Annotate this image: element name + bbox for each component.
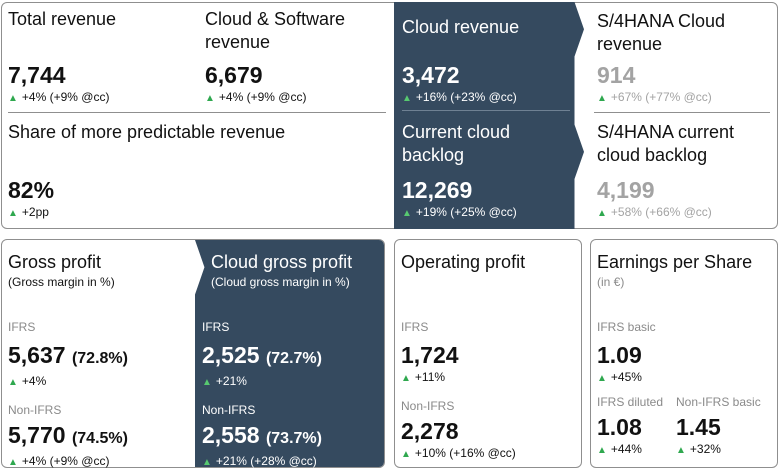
total-revenue-change: +4% (+9% @cc)	[21, 90, 110, 104]
total-revenue-value: 7,744	[8, 62, 66, 88]
up-arrow-icon: ▲	[8, 457, 18, 468]
cloud-software-value: 6,679	[205, 62, 263, 88]
eps-nonifrs: Non-IFRS basic 1.45 ▲ +32%	[676, 395, 776, 459]
cloud-revenue-highlight	[394, 2, 584, 229]
cloud-software-revenue: Cloud & Software revenue 6,679 ▲ +4% (+9%…	[205, 8, 385, 107]
operating-profit: Operating profit IFRS 1,724 ▲ +11% Non-IF…	[401, 251, 577, 463]
s4-backlog-value: 4,199	[597, 177, 655, 203]
cloud-backlog-change: +19% (+25% @cc)	[415, 205, 517, 219]
cloud-revenue-value: 3,472	[402, 62, 460, 88]
eps-basic-value: 1.09	[597, 342, 642, 368]
cloud-gross-ifrs-label: IFRS	[202, 320, 230, 334]
up-arrow-icon: ▲	[202, 377, 212, 388]
up-arrow-icon: ▲	[205, 93, 215, 104]
eps-nonifrs-value: 1.45	[676, 414, 721, 440]
gross-profit-nonifrs-label: Non-IFRS	[8, 403, 62, 417]
cloud-gross-nonifrs-pct: (73.7%)	[265, 430, 322, 447]
gross-profit-nonifrs-pct: (74.5%)	[71, 430, 128, 447]
cloud-software-title: Cloud & Software revenue	[205, 9, 346, 52]
gross-profit-ifrs-value: 5,637	[8, 342, 66, 368]
operating-nonifrs-label: Non-IFRS	[401, 399, 455, 413]
eps-subtitle: (in €)	[597, 275, 625, 289]
cloud-gross-profit-title: Cloud gross profit	[211, 252, 353, 272]
predictable-revenue: Share of more predictable revenue 82% ▲ +…	[8, 121, 388, 222]
up-arrow-icon: ▲	[8, 208, 18, 219]
cloud-gross-ifrs-change: +21%	[215, 374, 247, 388]
revenue-panel	[1, 2, 778, 229]
cloud-revenue: Cloud revenue 3,472 ▲ +16% (+23% @cc)	[402, 16, 572, 107]
cloud-backlog-value: 12,269	[402, 177, 473, 203]
gross-profit-title: Gross profit	[8, 252, 102, 272]
cloud-backlog-title: Current cloud backlog	[402, 122, 511, 165]
cloud-gross-nonifrs-change: +21% (+28% @cc)	[215, 454, 317, 468]
gross-profit-nonifrs-value: 5,770	[8, 422, 66, 448]
divider	[8, 112, 386, 113]
predictable-value: 82%	[8, 177, 55, 203]
operating-ifrs-change: +11%	[414, 370, 446, 384]
s4-cloud-revenue-change: +67% (+77% @cc)	[610, 90, 712, 104]
gross-profit-ifrs-change: +4%	[21, 374, 47, 388]
up-arrow-icon: ▲	[402, 208, 412, 219]
eps-nonifrs-change: +32%	[689, 442, 721, 456]
gross-profit-nonifrs-change: +4% (+9% @cc)	[21, 454, 110, 468]
up-arrow-icon: ▲	[401, 449, 411, 460]
gross-profit: Gross profit (Gross margin in %) IFRS 5,…	[8, 251, 188, 471]
up-arrow-icon: ▲	[401, 373, 411, 384]
cloud-gross-profit-values: IFRS 2,525 (72.7%) ▲ +21% Non-IFRS 2,558 …	[202, 320, 380, 471]
cloud-gross-nonifrs-label: Non-IFRS	[202, 403, 256, 417]
eps-panel	[590, 239, 778, 468]
operating-nonifrs-change: +10% (+16% @cc)	[414, 446, 516, 460]
total-revenue-title: Total revenue	[8, 9, 117, 29]
divider	[594, 112, 770, 113]
up-arrow-icon: ▲	[8, 93, 18, 104]
cloud-gross-ifrs-value: 2,525	[202, 342, 260, 368]
earnings-per-share: Earnings per Share (in €) IFRS basic 1.0…	[597, 251, 773, 387]
eps-nonifrs-label: Non-IFRS basic	[676, 395, 761, 409]
cloud-gross-profit-subtitle: (Cloud gross margin in %)	[211, 275, 350, 289]
eps-diluted: IFRS diluted 1.08 ▲ +44%	[597, 395, 677, 459]
cloud-gross-ifrs-pct: (72.7%)	[265, 350, 322, 367]
operating-ifrs-label: IFRS	[401, 320, 429, 334]
eps-title: Earnings per Share	[597, 252, 753, 272]
cloud-revenue-change: +16% (+23% @cc)	[415, 90, 517, 104]
cloud-revenue-title: Cloud revenue	[402, 17, 520, 37]
up-arrow-icon: ▲	[202, 457, 212, 468]
predictable-change: +2pp	[21, 205, 49, 219]
cloud-gross-profit: Cloud gross profit (Cloud gross margin i…	[211, 251, 381, 290]
cloud-software-change: +4% (+9% @cc)	[218, 90, 307, 104]
gross-profit-ifrs-pct: (72.8%)	[71, 350, 128, 367]
s4hana-cloud-revenue: S/4HANA Cloud revenue 914 ▲ +67% (+77% @c…	[597, 10, 773, 107]
up-arrow-icon: ▲	[597, 373, 607, 384]
s4-cloud-revenue-title: S/4HANA Cloud revenue	[597, 11, 726, 54]
total-revenue: Total revenue 7,744 ▲ +4% (+9% @cc)	[8, 8, 188, 107]
operating-ifrs-value: 1,724	[401, 342, 459, 368]
up-arrow-icon: ▲	[676, 445, 686, 456]
up-arrow-icon: ▲	[402, 93, 412, 104]
s4-backlog-title: S/4HANA current cloud backlog	[597, 122, 735, 165]
s4hana-cloud-backlog: S/4HANA current cloud backlog 4,199 ▲ +58…	[597, 121, 773, 222]
cloud-gross-profit-highlight	[195, 240, 384, 467]
s4-backlog-change: +58% (+66% @cc)	[610, 205, 712, 219]
eps-basic-change: +45%	[610, 370, 642, 384]
operating-profit-title: Operating profit	[401, 252, 526, 272]
operating-profit-panel	[394, 239, 582, 468]
eps-diluted-label: IFRS diluted	[597, 395, 664, 409]
cloud-gross-nonifrs-value: 2,558	[202, 422, 260, 448]
eps-basic-label: IFRS basic	[597, 320, 656, 334]
gross-profit-ifrs-label: IFRS	[8, 320, 36, 334]
current-cloud-backlog: Current cloud backlog 12,269 ▲ +19% (+25%…	[402, 121, 572, 222]
eps-diluted-value: 1.08	[597, 414, 642, 440]
up-arrow-icon: ▲	[597, 93, 607, 104]
s4-cloud-revenue-value: 914	[597, 62, 636, 88]
operating-nonifrs-value: 2,278	[401, 418, 459, 444]
up-arrow-icon: ▲	[597, 445, 607, 456]
predictable-title: Share of more predictable revenue	[8, 122, 286, 142]
gross-profit-subtitle: (Gross margin in %)	[8, 275, 115, 289]
up-arrow-icon: ▲	[8, 377, 18, 388]
eps-diluted-change: +44%	[610, 442, 642, 456]
up-arrow-icon: ▲	[597, 208, 607, 219]
